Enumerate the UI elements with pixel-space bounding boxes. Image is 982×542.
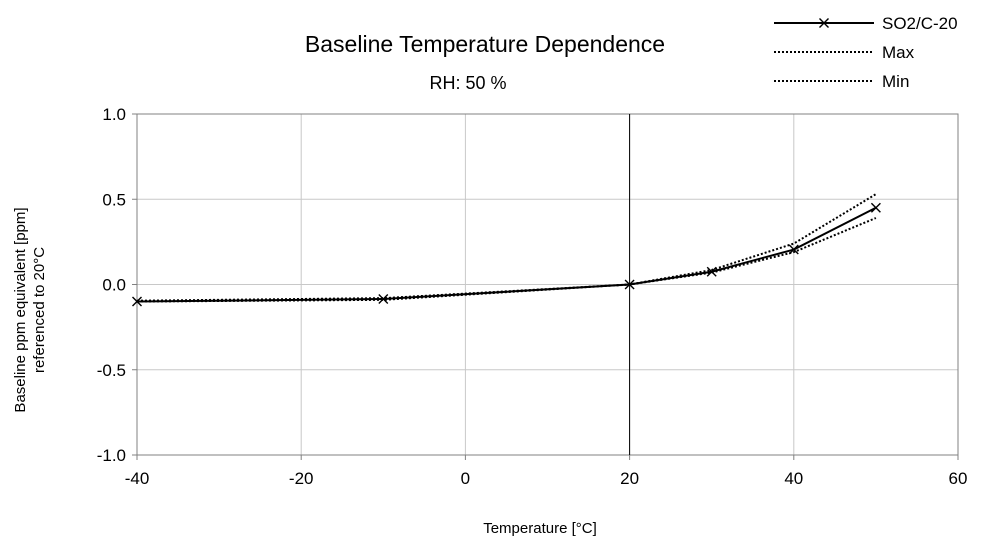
data-point-marker-stroke xyxy=(132,296,142,307)
data-point-marker-stroke xyxy=(378,293,389,304)
x-tick-label: 0 xyxy=(461,469,470,488)
data-point-marker-stroke xyxy=(706,266,717,277)
data-point-marker-stroke xyxy=(870,202,881,213)
chart-subtitle: RH: 50 % xyxy=(429,73,506,93)
y-tick-label: 0.0 xyxy=(102,276,126,295)
legend-label: SO2/C-20 xyxy=(882,14,958,33)
x-axis-label: Temperature [°C] xyxy=(483,520,597,537)
y-axis-label-line-1: Baseline ppm equivalent [ppm] xyxy=(12,207,29,412)
series-layer xyxy=(132,193,881,307)
legend: SO2/C-20 Max Min xyxy=(774,14,958,91)
legend-label: Max xyxy=(882,43,915,62)
legend-item-so2-c-20: SO2/C-20 xyxy=(774,14,958,33)
y-tick-label: 0.5 xyxy=(102,190,126,209)
series-so2-c-20 xyxy=(132,202,881,307)
legend-item-max: Max xyxy=(774,43,915,62)
x-axis-ticks: -40 -20 0 20 40 60 xyxy=(125,455,968,488)
y-axis-ticks: 1.0 0.5 0.0 -0.5 -1.0 xyxy=(97,105,137,465)
x-tick-label: -20 xyxy=(289,469,314,488)
data-point xyxy=(788,244,799,255)
data-point xyxy=(624,279,635,290)
chart-title: Baseline Temperature Dependence xyxy=(305,31,665,57)
y-axis-label-line-2: referenced to 20°C xyxy=(31,247,48,373)
y-tick-label: -1.0 xyxy=(97,446,126,465)
data-point-marker-stroke xyxy=(624,279,635,290)
legend-item-min: Min xyxy=(774,72,909,91)
data-point xyxy=(378,293,389,304)
x-tick-label: 60 xyxy=(949,469,968,488)
series-line-so2-c-20 xyxy=(136,206,877,303)
x-tick-label: 20 xyxy=(620,469,639,488)
y-tick-label: 1.0 xyxy=(102,105,126,124)
x-tick-label: 40 xyxy=(784,469,803,488)
data-point-marker-stroke xyxy=(788,244,799,255)
data-point-marker-stroke xyxy=(819,18,829,28)
data-point xyxy=(132,296,142,307)
x-tick-label: -40 xyxy=(125,469,150,488)
data-point xyxy=(706,266,717,277)
y-tick-label: -0.5 xyxy=(97,361,126,380)
data-point xyxy=(870,202,881,213)
legend-label: Min xyxy=(882,72,909,91)
